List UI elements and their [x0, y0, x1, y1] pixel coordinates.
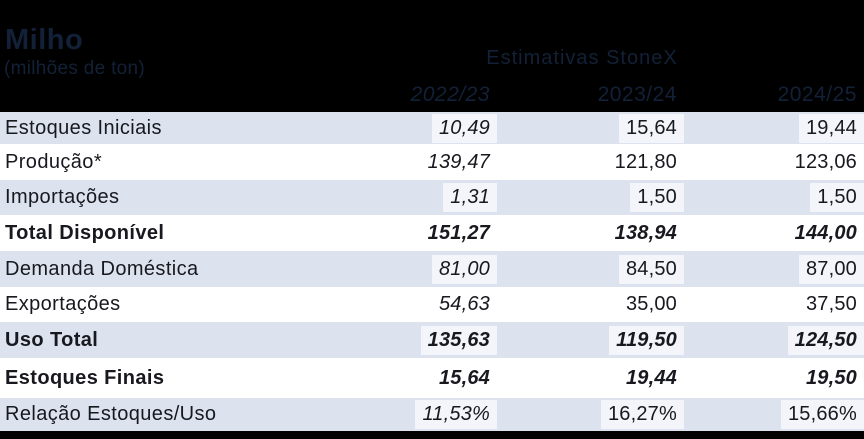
- table-row: Exportações 54,63 35,00 37,50: [0, 287, 864, 322]
- value-cell: 19,44: [625, 366, 677, 389]
- value-cell: 81,00: [307, 254, 497, 284]
- table-row-total: Total Disponível 151,27 138,94 144,00: [0, 215, 864, 251]
- table-unit-subtitle: (milhões de ton): [4, 58, 146, 79]
- value-cell: 124,50: [684, 325, 864, 355]
- value-cell: 84,50: [497, 254, 684, 284]
- value-cell: 144,00: [794, 221, 857, 244]
- table-body: Estoques Iniciais 10,49 15,64 19,44 Prod…: [0, 112, 864, 431]
- value-cell: 151,27: [427, 221, 490, 244]
- value-cell: 87,00: [684, 254, 864, 284]
- year-column-header-2022-23: 2022/23: [410, 83, 490, 106]
- spacer: [0, 83, 307, 107]
- row-label: Relação Estoques/Uso: [5, 403, 217, 425]
- estimates-group-header: Estimativas StoneX: [486, 47, 678, 69]
- value-cell: 37,50: [805, 293, 857, 315]
- value-cell: 138,94: [614, 221, 677, 244]
- value-cell: 16,27%: [497, 400, 684, 429]
- value-cell: 1,50: [684, 183, 864, 212]
- year-column-headers: 2022/23 2023/24 2024/25: [0, 83, 864, 107]
- table-header: Milho (milhões de ton) Estimativas Stone…: [0, 0, 864, 112]
- value-cell: 19,44: [684, 113, 864, 143]
- row-label: Estoques Iniciais: [5, 116, 162, 139]
- value-cell: 15,66%: [684, 400, 864, 429]
- year-column-header-2024-25: 2024/25: [777, 83, 857, 106]
- value-cell: 54,63: [438, 293, 490, 315]
- value-cell: 135,63: [307, 325, 497, 355]
- value-cell: 121,80: [614, 150, 677, 173]
- value-cell: 1,50: [497, 183, 684, 212]
- value-cell: 119,50: [497, 325, 684, 355]
- table-row: Importações 1,31 1,50 1,50: [0, 180, 864, 215]
- row-label: Total Disponível: [5, 221, 165, 244]
- table-row-total: Estoques Finais 15,64 19,44 19,50: [0, 358, 864, 398]
- value-cell: 1,31: [307, 183, 497, 212]
- table-row: Produção* 139,47 121,80 123,06: [0, 144, 864, 180]
- value-cell: 19,50: [805, 366, 857, 389]
- row-label: Importações: [5, 186, 120, 208]
- footer-bar: [0, 431, 864, 439]
- row-label: Demanda Doméstica: [5, 257, 199, 280]
- value-cell: 15,64: [497, 113, 684, 143]
- value-cell: 10,49: [307, 113, 497, 143]
- row-label: Uso Total: [5, 328, 99, 351]
- table-row: Estoques Iniciais 10,49 15,64 19,44: [0, 112, 864, 144]
- value-cell: 139,47: [427, 150, 490, 173]
- table-row: Demanda Doméstica 81,00 84,50 87,00: [0, 251, 864, 287]
- row-label: Exportações: [5, 293, 121, 315]
- value-cell: 11,53%: [307, 400, 497, 429]
- value-cell: 123,06: [794, 150, 857, 173]
- table-title: Milho: [5, 24, 84, 56]
- row-label: Estoques Finais: [5, 366, 165, 389]
- value-cell: 35,00: [625, 293, 677, 315]
- table-row: Relação Estoques/Uso 11,53% 16,27% 15,66…: [0, 398, 864, 431]
- table-row-total: Uso Total 135,63 119,50 124,50: [0, 322, 864, 358]
- row-label: Produção*: [5, 150, 102, 173]
- year-column-header-2023-24: 2023/24: [597, 83, 677, 106]
- value-cell: 15,64: [438, 366, 490, 389]
